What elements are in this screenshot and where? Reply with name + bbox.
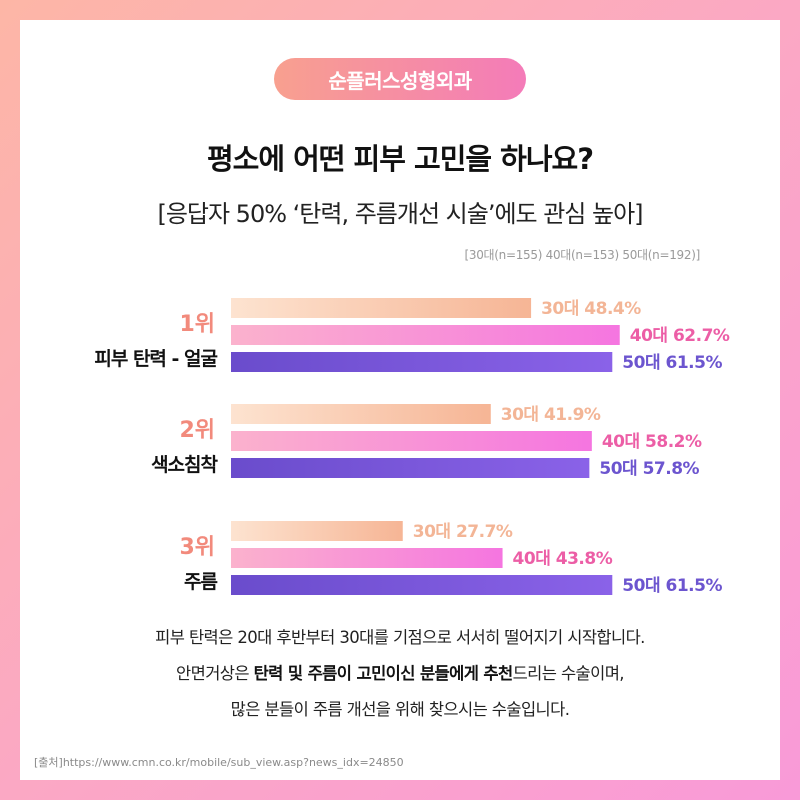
infographic-card: 순플러스성형외과 평소에 어떤 피부 고민을 하나요? [응답자 50% ‘탄력… — [20, 20, 780, 780]
data-label: 50대 57.8% — [599, 459, 699, 479]
bar — [231, 352, 613, 372]
page-subtitle: [응답자 50% ‘탄력, 주름개선 시술’에도 관심 높아] — [157, 200, 643, 228]
data-label: 30대 27.7% — [413, 522, 513, 542]
bar — [231, 325, 620, 345]
bar — [231, 548, 503, 568]
rank-label: 1위 — [179, 312, 215, 337]
data-label: 40대 62.7% — [630, 326, 730, 346]
category-label: 색소침착 — [151, 454, 218, 476]
rank-label: 3위 — [179, 535, 215, 560]
category-label: 주름 — [184, 571, 217, 593]
bar — [231, 298, 532, 318]
data-label: 50대 61.5% — [622, 353, 722, 373]
description-line-2-start: 안면거상은 — [176, 664, 254, 683]
data-label: 40대 43.8% — [513, 549, 613, 569]
bar — [231, 431, 592, 451]
data-label: 30대 48.4% — [541, 299, 641, 319]
data-label: 50대 61.5% — [622, 576, 722, 596]
description-line-2: 안면거상은 탄력 및 주름이 고민이신 분들에게 추천드리는 수술이며, — [20, 660, 780, 684]
source-citation: [출처]https://www.cmn.co.kr/mobile/sub_vie… — [34, 756, 404, 769]
sample-size-note: [30대(n=155) 40대(n=153) 50대(n=192)] — [464, 248, 700, 262]
description-line-2-end: 드리는 수술이며, — [512, 664, 625, 683]
bar — [231, 458, 590, 478]
bar — [231, 404, 491, 424]
data-label: 40대 58.2% — [602, 432, 702, 452]
description-line-3: 많은 분들이 주름 개선을 위해 찾으시는 수술입니다. — [230, 700, 570, 719]
rank-label: 2위 — [179, 418, 215, 443]
page-title: 평소에 어떤 피부 고민을 하나요? — [206, 142, 594, 176]
category-label: 피부 탄력 - 얼굴 — [94, 348, 217, 370]
description-line-1: 피부 탄력은 20대 후반부터 30대를 기점으로 서서히 떨어지기 시작합니다… — [155, 628, 645, 647]
bar — [231, 521, 403, 541]
brand-badge: 순플러스성형외과 — [274, 58, 526, 100]
bar — [231, 575, 613, 595]
data-label: 30대 41.9% — [501, 405, 601, 425]
description-emphasis: 탄력 및 주름이 고민이신 분들에게 추천 — [253, 664, 514, 683]
